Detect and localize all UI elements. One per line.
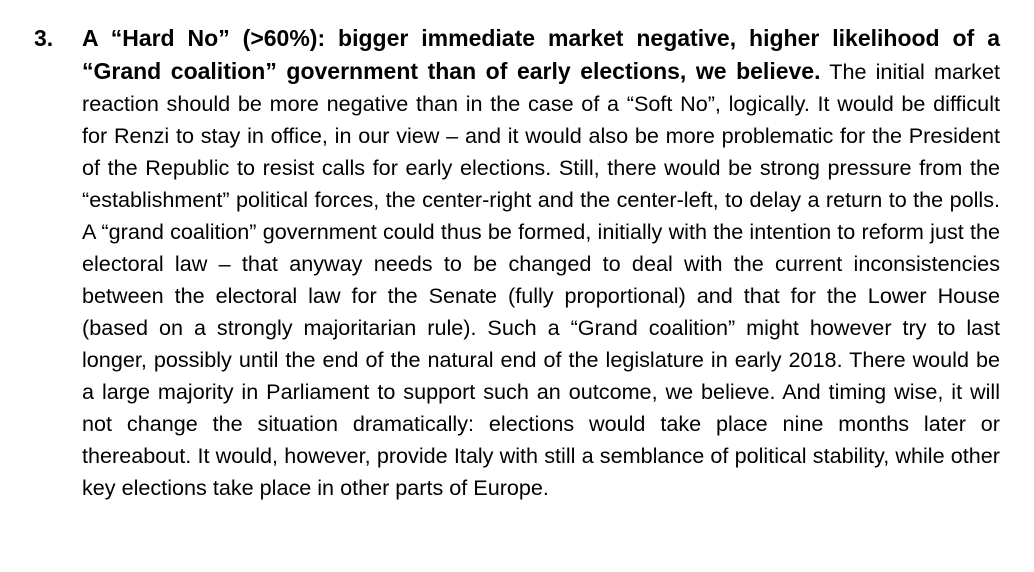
paragraph-heading: A “Hard No” (>60%): bigger immediate mar…: [82, 25, 1000, 84]
paragraph-body: A “Hard No” (>60%): bigger immediate mar…: [82, 22, 1000, 504]
paragraph-text: The initial market reaction should be mo…: [82, 59, 1000, 500]
item-number: 3.: [34, 25, 54, 51]
